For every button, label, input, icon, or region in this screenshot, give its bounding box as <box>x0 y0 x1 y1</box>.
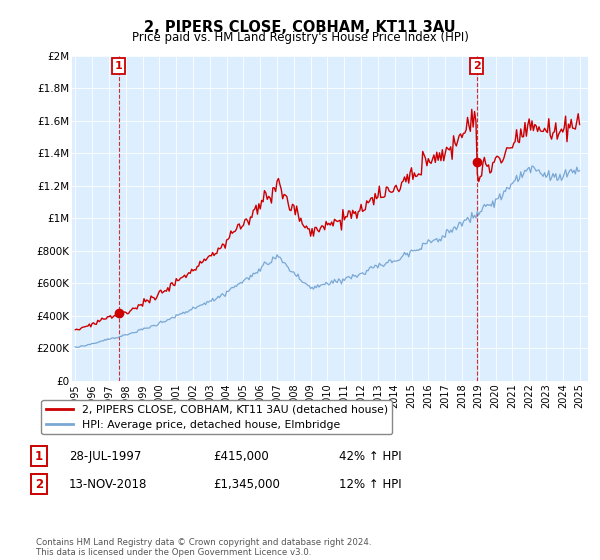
Text: £415,000: £415,000 <box>213 450 269 463</box>
Legend: 2, PIPERS CLOSE, COBHAM, KT11 3AU (detached house), HPI: Average price, detached: 2, PIPERS CLOSE, COBHAM, KT11 3AU (detac… <box>41 400 392 435</box>
Text: 13-NOV-2018: 13-NOV-2018 <box>69 478 148 491</box>
Text: 1: 1 <box>35 450 43 463</box>
Text: £1,345,000: £1,345,000 <box>213 478 280 491</box>
Text: 2, PIPERS CLOSE, COBHAM, KT11 3AU: 2, PIPERS CLOSE, COBHAM, KT11 3AU <box>144 20 456 35</box>
Text: 1: 1 <box>115 61 122 71</box>
Text: 2: 2 <box>473 61 481 71</box>
Text: 2: 2 <box>35 478 43 491</box>
Text: Contains HM Land Registry data © Crown copyright and database right 2024.
This d: Contains HM Land Registry data © Crown c… <box>36 538 371 557</box>
Text: 28-JUL-1997: 28-JUL-1997 <box>69 450 142 463</box>
Text: 12% ↑ HPI: 12% ↑ HPI <box>339 478 401 491</box>
Text: 42% ↑ HPI: 42% ↑ HPI <box>339 450 401 463</box>
Text: Price paid vs. HM Land Registry's House Price Index (HPI): Price paid vs. HM Land Registry's House … <box>131 31 469 44</box>
